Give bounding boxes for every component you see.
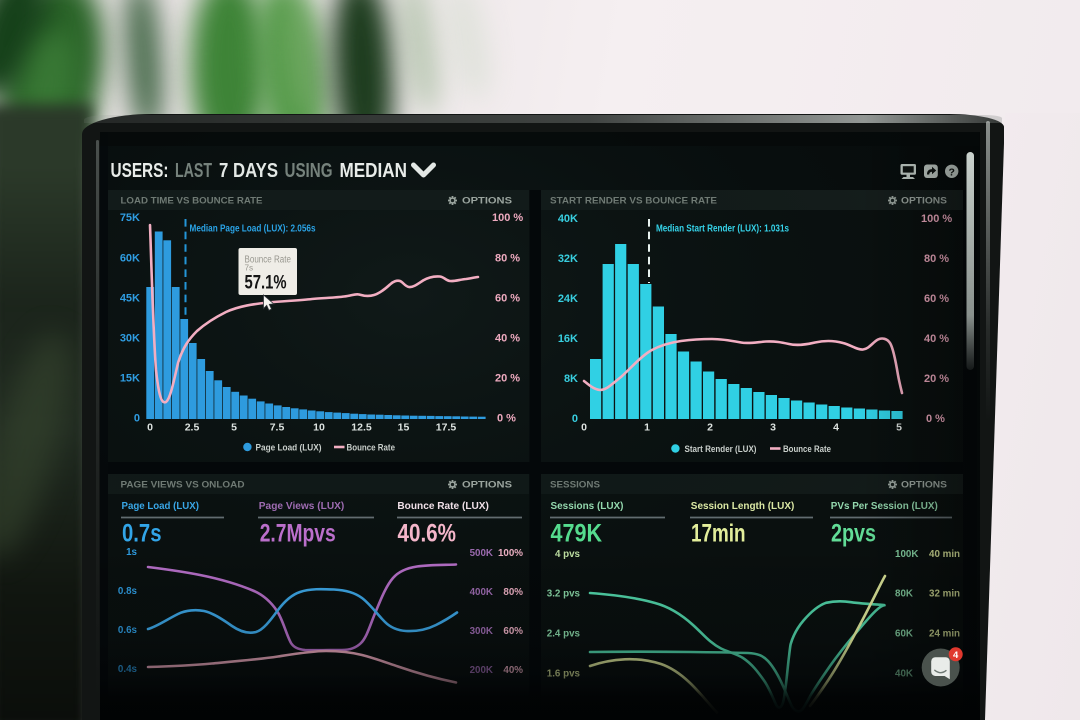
svg-text:30K: 30K (120, 333, 140, 345)
svg-text:LOAD TIME VS BOUNCE RATE: LOAD TIME VS BOUNCE RATE (121, 196, 263, 206)
svg-text:Bounce Rate (LUX): Bounce Rate (LUX) (397, 500, 489, 512)
svg-text:40K: 40K (558, 213, 578, 225)
svg-text:75K: 75K (120, 212, 140, 224)
svg-text:4: 4 (833, 422, 839, 434)
svg-text:80 %: 80 % (495, 253, 520, 265)
svg-text:24K: 24K (558, 293, 578, 305)
svg-text:100 %: 100 % (492, 212, 523, 224)
svg-text:OPTIONS: OPTIONS (462, 196, 512, 207)
svg-text:32K: 32K (558, 253, 578, 265)
svg-text:40 %: 40 % (495, 333, 520, 345)
svg-text:0: 0 (134, 413, 140, 425)
svg-text:Page Load (LUX): Page Load (LUX) (256, 443, 322, 453)
svg-text:Bounce Rate: Bounce Rate (783, 444, 831, 454)
svg-text:0 %: 0 % (497, 413, 516, 425)
svg-text:Median Page Load (LUX): 2.056s: Median Page Load (LUX): 2.056s (190, 224, 316, 235)
svg-text:1: 1 (644, 422, 650, 434)
svg-text:USING: USING (285, 160, 333, 182)
svg-text:Page Load (LUX): Page Load (LUX) (122, 500, 200, 512)
svg-text:7 DAYS: 7 DAYS (219, 160, 278, 182)
svg-text:0: 0 (572, 413, 578, 425)
svg-text:4: 4 (953, 650, 959, 661)
svg-text:15: 15 (398, 422, 410, 434)
svg-text:60 %: 60 % (495, 293, 520, 305)
svg-text:15K: 15K (120, 373, 140, 385)
svg-text:45K: 45K (120, 293, 140, 305)
svg-text:5: 5 (231, 422, 237, 434)
svg-text:MEDIAN: MEDIAN (340, 160, 408, 182)
svg-text:20 %: 20 % (495, 373, 520, 385)
svg-text:17.5: 17.5 (436, 422, 457, 434)
svg-text:Bounce Rate: Bounce Rate (347, 443, 396, 453)
svg-text:OPTIONS: OPTIONS (462, 480, 512, 491)
svg-text:0: 0 (581, 422, 587, 434)
svg-text:7.5: 7.5 (270, 422, 285, 434)
svg-text:10: 10 (313, 422, 325, 434)
svg-text:USERS:: USERS: (111, 160, 169, 182)
svg-text:60K: 60K (120, 253, 140, 265)
svg-text:7s: 7s (245, 264, 254, 273)
svg-text:2.5: 2.5 (185, 422, 200, 434)
svg-text:PAGE VIEWS VS ONLOAD: PAGE VIEWS VS ONLOAD (121, 480, 246, 490)
svg-text:16K: 16K (558, 333, 578, 345)
svg-text:Bounce Rate: Bounce Rate (245, 255, 292, 266)
svg-text:Session Length (LUX): Session Length (LUX) (691, 500, 795, 512)
svg-text:2: 2 (707, 422, 713, 434)
svg-text:Page Views (LUX): Page Views (LUX) (259, 500, 345, 512)
svg-text:SESSIONS: SESSIONS (550, 480, 600, 490)
svg-text:57.1%: 57.1% (245, 273, 287, 294)
svg-text:Sessions (LUX): Sessions (LUX) (551, 500, 624, 512)
svg-text:Median Start Render (LUX): 1.0: Median Start Render (LUX): 1.031s (656, 224, 789, 235)
svg-text:Start Render (LUX): Start Render (LUX) (685, 444, 757, 454)
svg-text:3: 3 (770, 422, 776, 434)
svg-text:LAST: LAST (175, 160, 212, 182)
svg-text:START RENDER VS BOUNCE RATE: START RENDER VS BOUNCE RATE (550, 196, 717, 206)
svg-text:12.5: 12.5 (351, 422, 372, 434)
svg-text:8K: 8K (564, 373, 578, 385)
svg-text:0: 0 (147, 422, 153, 434)
